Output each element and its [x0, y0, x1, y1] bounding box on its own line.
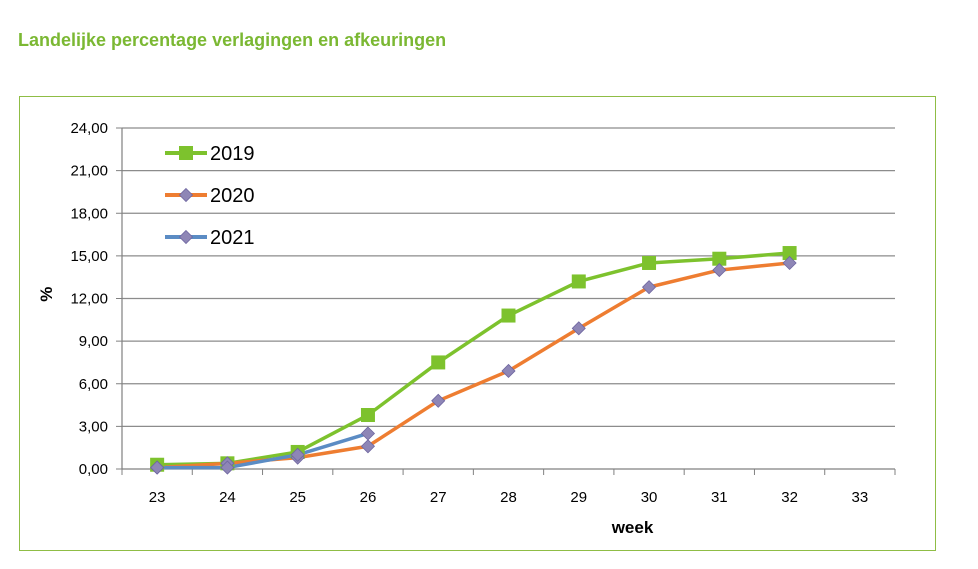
series-line-2019 [157, 251, 790, 467]
data-point-2021 [290, 447, 305, 462]
data-point-2021 [360, 426, 376, 441]
data-point-2020 [712, 263, 727, 278]
x-tick-label: 24 [219, 489, 236, 506]
data-point-2019 [642, 255, 657, 270]
legend-label-2021: 2021 [210, 227, 255, 249]
data-point-2020 [501, 363, 516, 379]
data-point-2019 [501, 308, 516, 323]
series-line-2021 [157, 431, 369, 470]
x-tick-label: 27 [430, 489, 447, 506]
y-tick-label: 21,00 [70, 163, 108, 180]
y-tick-label: 12,00 [70, 291, 108, 308]
legend-marker-2020 [178, 187, 194, 203]
data-point-2020 [571, 321, 586, 336]
y-tick-label: 0,00 [79, 461, 108, 478]
y-tick-label: 15,00 [70, 248, 108, 265]
y-tick-label: 24,00 [70, 120, 108, 137]
y-tick-label: 9,00 [79, 333, 108, 350]
x-tick-label: 23 [149, 489, 166, 506]
data-point-2019 [712, 251, 727, 266]
y-tick-label: 18,00 [70, 205, 108, 222]
data-point-2021 [150, 460, 165, 475]
legend-label-2020: 2020 [210, 185, 255, 207]
y-axis-title: % [37, 287, 56, 302]
data-point-2019 [431, 355, 446, 370]
x-tick-label: 33 [852, 489, 869, 506]
x-tick-label: 31 [711, 489, 728, 506]
data-point-2019 [571, 274, 586, 289]
page-title: Landelijke percentage verlagingen en afk… [18, 30, 447, 50]
data-point-2019 [360, 408, 375, 423]
legend-marker-2021 [178, 229, 194, 245]
y-tick-label: 3,00 [79, 418, 108, 435]
data-point-2021 [220, 460, 235, 475]
x-tick-label: 30 [641, 489, 658, 506]
legend-label-2019: 2019 [210, 143, 255, 165]
x-tick-label: 29 [570, 489, 587, 506]
x-axis-title: week [611, 518, 654, 537]
data-point-2019 [782, 246, 797, 261]
data-point-2020 [431, 393, 446, 408]
data-point-2020 [782, 255, 797, 271]
chart-frame [19, 96, 936, 551]
y-tick-label: 6,00 [79, 376, 108, 393]
series-line-2020 [157, 261, 790, 470]
data-point-2020 [641, 280, 657, 295]
x-tick-label: 32 [781, 489, 798, 506]
data-point-2020 [360, 439, 376, 454]
x-tick-label: 25 [289, 489, 306, 506]
x-tick-label: 26 [360, 489, 377, 506]
x-tick-label: 28 [500, 489, 517, 506]
legend-marker-2019 [179, 146, 193, 160]
